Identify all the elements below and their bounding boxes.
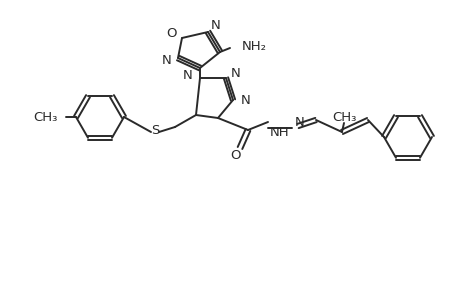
Text: CH₃: CH₃ [34, 110, 58, 124]
Text: NH: NH [269, 125, 289, 139]
Text: S: S [151, 124, 159, 136]
Text: N: N [230, 67, 240, 80]
Text: CH₃: CH₃ [331, 110, 355, 124]
Text: N: N [162, 53, 172, 67]
Text: N: N [183, 68, 193, 82]
Text: N: N [294, 116, 304, 128]
Text: O: O [166, 26, 177, 40]
Text: N: N [241, 94, 250, 106]
Text: N: N [211, 19, 220, 32]
Text: NH₂: NH₂ [241, 40, 266, 52]
Text: O: O [230, 148, 241, 161]
